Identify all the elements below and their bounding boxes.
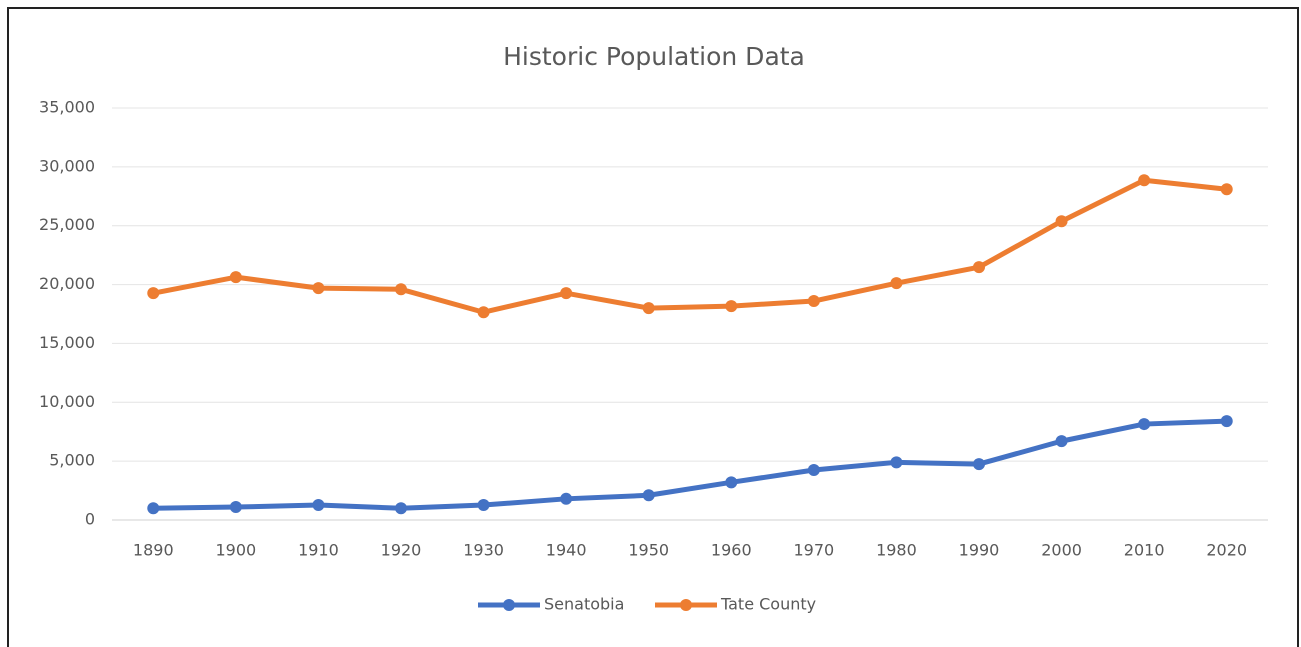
- data-point: [890, 277, 903, 290]
- data-point: [229, 271, 242, 284]
- x-tick-label: 1950: [628, 541, 669, 560]
- y-tick-label: 10,000: [39, 392, 95, 411]
- legend-label: Tate County: [720, 595, 816, 614]
- data-point: [395, 283, 407, 296]
- data-point: [1220, 415, 1233, 428]
- series-line: [150, 177, 1230, 315]
- x-tick-label: 2010: [1124, 541, 1165, 560]
- data-point: [725, 300, 738, 313]
- data-point: [1138, 174, 1151, 187]
- data-point: [1138, 418, 1151, 431]
- x-tick-label: 1900: [215, 541, 256, 560]
- y-tick-label: 35,000: [39, 98, 95, 117]
- legend-label: Senatobia: [544, 595, 624, 614]
- data-point: [1055, 215, 1068, 228]
- data-point: [725, 476, 738, 489]
- data-point: [147, 502, 160, 515]
- x-tick-label: 2000: [1041, 541, 1082, 560]
- x-tick-label: 1960: [711, 541, 752, 560]
- data-point: [1220, 183, 1233, 196]
- data-point: [147, 287, 160, 300]
- y-tick-label: 5,000: [49, 451, 95, 470]
- data-point: [890, 456, 903, 469]
- data-point: [312, 499, 325, 512]
- y-tick-label: 30,000: [39, 156, 95, 175]
- chart-title: Historic Population Data: [503, 42, 805, 71]
- y-tick-label: 20,000: [39, 274, 95, 293]
- data-point: [477, 499, 490, 512]
- x-tick-label: 1910: [298, 541, 339, 560]
- data-point: [560, 287, 573, 300]
- legend-marker: [680, 599, 692, 611]
- x-tick-label: 1940: [546, 541, 587, 560]
- data-point: [1055, 435, 1068, 448]
- x-tick-label: 1980: [876, 541, 917, 560]
- data-point: [395, 502, 407, 515]
- data-point: [312, 282, 325, 295]
- y-tick-label: 0: [85, 510, 95, 529]
- data-point: [973, 458, 985, 471]
- y-tick-label: 25,000: [39, 215, 95, 234]
- data-point: [807, 295, 820, 308]
- data-point: [229, 501, 242, 514]
- series-line: [150, 418, 1230, 511]
- x-tick-label: 1920: [381, 541, 422, 560]
- x-tick-label: 1930: [463, 541, 504, 560]
- x-tick-label: 1970: [793, 541, 834, 560]
- y-tick-label: 15,000: [39, 333, 95, 352]
- x-tick-label: 2020: [1206, 541, 1247, 560]
- x-tick-label: 1990: [959, 541, 1000, 560]
- chart-frame: [7, 7, 1299, 647]
- data-point: [642, 302, 655, 315]
- legend-marker: [503, 599, 515, 611]
- data-point: [642, 489, 655, 502]
- data-point: [807, 463, 820, 476]
- data-point: [477, 306, 490, 319]
- x-tick-label: 1890: [133, 541, 174, 560]
- data-point: [560, 492, 573, 505]
- data-point: [973, 261, 985, 274]
